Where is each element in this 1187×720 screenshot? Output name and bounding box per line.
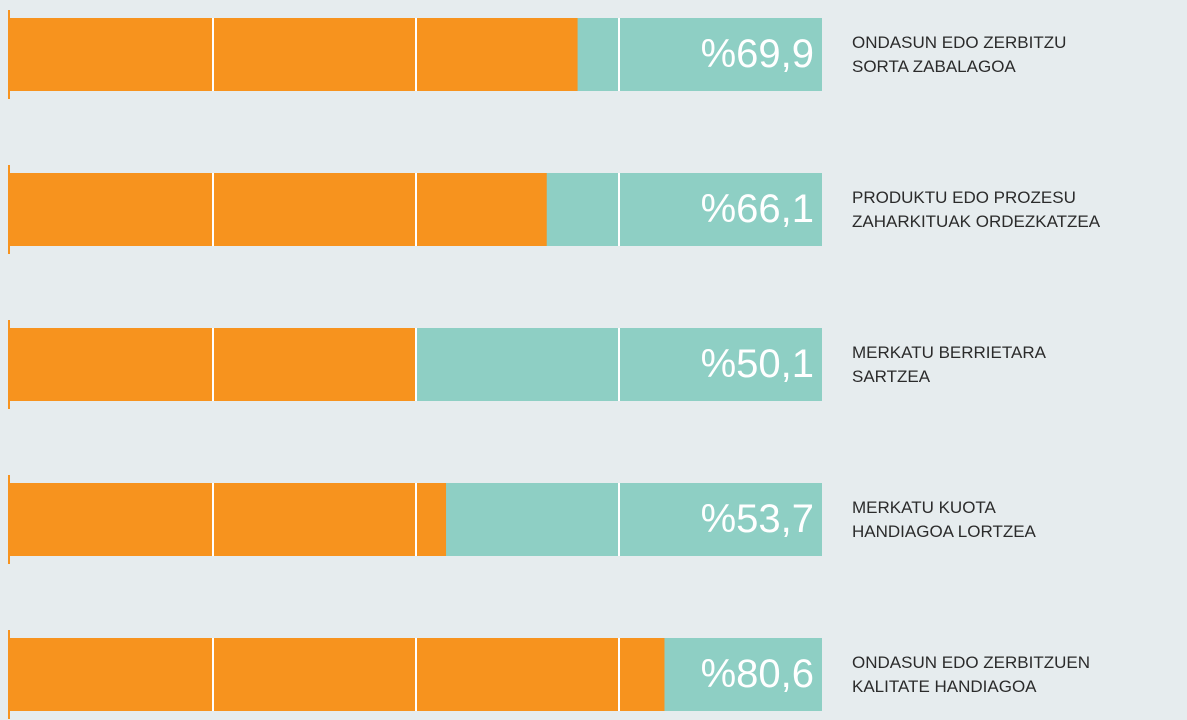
category-label: MERKATU BERRIETARA SARTZEA bbox=[852, 342, 1046, 386]
bar bbox=[10, 173, 547, 246]
bar bbox=[10, 483, 447, 556]
value-label: %69,9 bbox=[701, 32, 814, 76]
category-label: ONDASUN EDO ZERBITZUEN KALITATE HANDIAGO… bbox=[852, 652, 1091, 696]
value-label: %80,6 bbox=[701, 652, 814, 696]
value-label: %50,1 bbox=[701, 342, 814, 386]
category-label: ONDASUN EDO ZERBITZU SORTA ZABALAGOA bbox=[852, 32, 1067, 76]
bar bbox=[10, 638, 665, 711]
value-label: %66,1 bbox=[701, 187, 814, 231]
category-label: MERKATU KUOTA HANDIAGOA LORTZEA bbox=[852, 497, 1036, 541]
bar bbox=[10, 18, 578, 91]
category-label: PRODUKTU EDO PROZESU ZAHARKITUAK ORDEZKA… bbox=[852, 187, 1101, 231]
value-label: %53,7 bbox=[701, 497, 814, 541]
